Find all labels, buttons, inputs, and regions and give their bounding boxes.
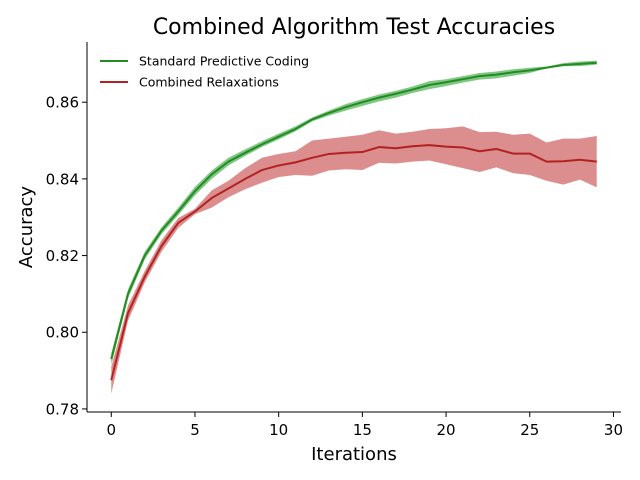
legend-label-standard-predictive-coding: Standard Predictive Coding (139, 54, 309, 69)
legend: Standard Predictive Coding Combined Rela… (100, 54, 309, 90)
x-axis-label: Iterations (311, 444, 397, 465)
line-standard-predictive-coding (110, 61, 597, 360)
band-standard-predictive-coding (111, 60, 597, 365)
line-combined-relaxations (110, 144, 597, 381)
chart-title: Combined Algorithm Test Accuracies (153, 15, 555, 40)
x-tick-label: 30 (604, 421, 623, 439)
x-tick-label: 25 (520, 421, 539, 439)
y-tick-label: 0.86 (46, 94, 79, 112)
confidence-bands (111, 60, 597, 394)
y-tick-label: 0.78 (46, 400, 79, 418)
x-tick-label: 10 (269, 421, 288, 439)
x-tick-label: 5 (190, 421, 200, 439)
band-combined-relaxations (111, 126, 597, 394)
y-tick-label: 0.80 (46, 324, 79, 342)
x-tick-label: 20 (437, 421, 456, 439)
series-lines (110, 61, 597, 381)
legend-label-combined-relaxations: Combined Relaxations (139, 75, 279, 90)
x-tick-label: 0 (106, 421, 116, 439)
y-tick-label: 0.82 (46, 247, 79, 265)
y-axis-label: Accuracy (16, 186, 37, 269)
y-tick-label: 0.84 (46, 170, 79, 188)
y-ticks: 0.78 0.80 0.82 0.84 0.86 (46, 94, 87, 418)
x-tick-label: 15 (353, 421, 372, 439)
x-ticks: 0 5 10 15 20 25 30 (106, 412, 623, 439)
